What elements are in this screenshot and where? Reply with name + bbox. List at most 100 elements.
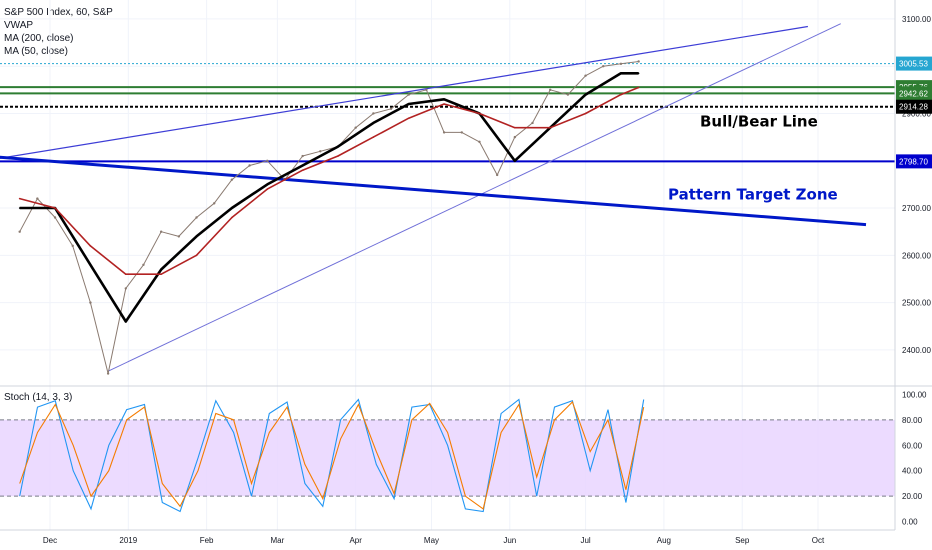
data-point (549, 126, 552, 129)
x-tick-label: Sep (735, 536, 750, 545)
data-point (89, 245, 92, 247)
stoch-tick-label: 0.00 (902, 518, 918, 527)
data-point (637, 86, 640, 89)
x-tick-label: Jul (580, 536, 590, 545)
data-point (478, 112, 481, 115)
stoch-tick-label: 100.00 (902, 390, 927, 399)
y-tick-label: 3100.00 (902, 15, 931, 24)
price-tag (896, 86, 932, 101)
stoch-legend: Stoch (14, 3, 3) (4, 391, 72, 404)
x-tick-label: Oct (812, 536, 825, 545)
stoch-tick-label: 40.00 (902, 467, 923, 476)
chart-legend: S&P 500 Index, 60, S&P VWAP MA (200, clo… (4, 6, 113, 58)
data-point (124, 273, 127, 276)
y-tick-label: 2600.00 (902, 251, 931, 260)
data-point (18, 197, 21, 200)
data-point (195, 235, 198, 238)
indicator-ma50: MA (50, close) (4, 46, 68, 57)
data-point (584, 74, 587, 77)
data-point (602, 64, 605, 68)
series-ma-50-close- (19, 72, 639, 323)
data-point (443, 98, 445, 101)
data-point (230, 178, 234, 181)
data-point (372, 136, 375, 138)
data-point (460, 131, 463, 134)
data-point (301, 169, 304, 172)
data-point (124, 320, 127, 323)
y-tick-label: 2400.00 (902, 346, 931, 355)
pattern-target-line (0, 155, 867, 227)
data-point (53, 216, 57, 219)
data-point (301, 154, 304, 158)
data-point (301, 164, 304, 167)
annotation-pattern-target-zone: Pattern Target Zone (668, 185, 838, 203)
stoch-title: Stoch (14, 3, 3) (4, 392, 73, 403)
data-point (124, 287, 127, 290)
data-point (495, 173, 499, 177)
data-point (71, 244, 74, 248)
data-point (637, 72, 640, 75)
data-point (513, 135, 517, 139)
data-point (248, 164, 251, 167)
data-point (231, 207, 233, 209)
x-tick-label: Aug (657, 536, 671, 545)
stoch-pct-k (19, 398, 645, 513)
data-point (337, 155, 339, 157)
lower-trendline (107, 23, 841, 372)
x-tick-label: Mar (270, 536, 284, 545)
data-point (89, 301, 92, 304)
data-point (106, 372, 110, 375)
data-point (442, 131, 446, 134)
price-tag (896, 99, 932, 114)
data-point (18, 207, 21, 209)
price-tag-label: 3005.53 (899, 60, 928, 69)
data-point (620, 72, 622, 75)
x-tick-label: Jun (503, 536, 516, 545)
data-point (213, 202, 216, 205)
data-point (407, 117, 410, 120)
price-tag-label: 2798.70 (899, 157, 928, 166)
stoch-tick-label: 80.00 (902, 416, 923, 425)
data-point (266, 188, 269, 190)
data-point (566, 93, 570, 96)
data-point (637, 60, 640, 63)
data-point (514, 126, 516, 129)
annotation-bull-bear-line: Bull/Bear Line (700, 113, 818, 131)
data-point (337, 145, 339, 148)
x-tick-label: Apr (349, 536, 362, 545)
chart-title: S&P 500 Index, 60, S&P (4, 7, 113, 18)
price-tag-label: 2942.62 (899, 89, 928, 98)
data-point (160, 273, 162, 276)
data-point (531, 121, 534, 125)
data-point (389, 107, 393, 110)
data-point (159, 230, 163, 233)
data-point (443, 103, 445, 105)
data-point (177, 235, 181, 238)
price-tag (896, 154, 932, 169)
y-tick-label: 2700.00 (902, 204, 931, 213)
price-tag (896, 56, 932, 71)
x-tick-label: Dec (43, 536, 57, 545)
data-point (372, 122, 375, 124)
data-point (319, 150, 322, 153)
x-tick-label: May (424, 536, 439, 545)
data-point (231, 216, 233, 219)
data-point (18, 230, 21, 233)
series-ma-200-close- (19, 86, 639, 276)
data-point (549, 88, 552, 92)
data-point (195, 216, 198, 219)
data-point (195, 254, 198, 257)
data-point (266, 183, 269, 186)
y-tick-label: 2500.00 (902, 299, 931, 308)
stoch-pct-d (19, 401, 645, 510)
indicator-vwap: VWAP (4, 20, 34, 31)
data-point (160, 268, 162, 271)
x-tick-label: 2019 (119, 536, 137, 545)
indicator-ma200: MA (200, close) (4, 33, 74, 44)
data-point (584, 93, 587, 96)
data-point (407, 103, 410, 105)
data-point (407, 93, 410, 96)
data-point (89, 263, 92, 266)
data-point (425, 88, 428, 92)
